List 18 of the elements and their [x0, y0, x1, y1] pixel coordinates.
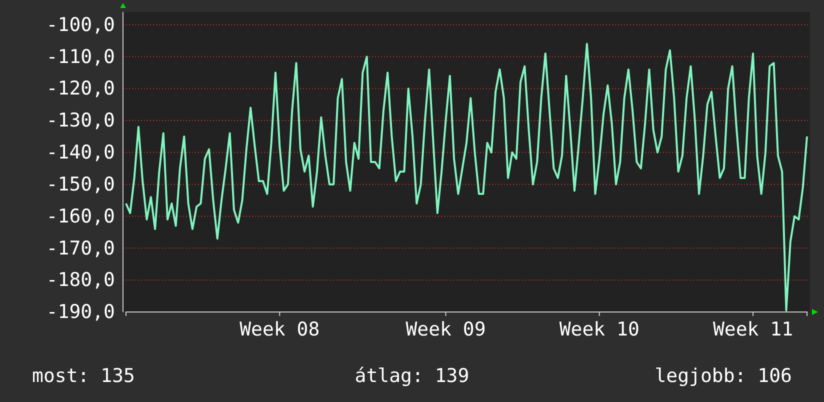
- y-tick-label: -160,0: [46, 205, 115, 228]
- y-tick-label: -120,0: [46, 78, 115, 100]
- y-tick-label: -190,0: [46, 301, 115, 324]
- y-tick-label: -140,0: [46, 142, 115, 164]
- y-tick-label: -170,0: [46, 237, 115, 260]
- y-tick-label: -180,0: [46, 269, 115, 292]
- x-tick-label: Week 08: [240, 318, 320, 340]
- x-tick-label: Week 09: [406, 318, 486, 340]
- x-tick-label: Week 10: [559, 318, 640, 340]
- y-tick-label: -150,0: [46, 173, 115, 196]
- x-tick-label: Week 11: [712, 318, 794, 340]
- text: átlag: 139: [354, 365, 470, 387]
- text: legjobb: 106: [654, 365, 792, 387]
- text: most: 135: [32, 365, 135, 387]
- y-tick-label: -130,0: [46, 110, 115, 132]
- y-tick-label: -100,0: [46, 14, 115, 36]
- line-series: [125, 42, 808, 312]
- y-tick-label: -110,0: [46, 46, 115, 68]
